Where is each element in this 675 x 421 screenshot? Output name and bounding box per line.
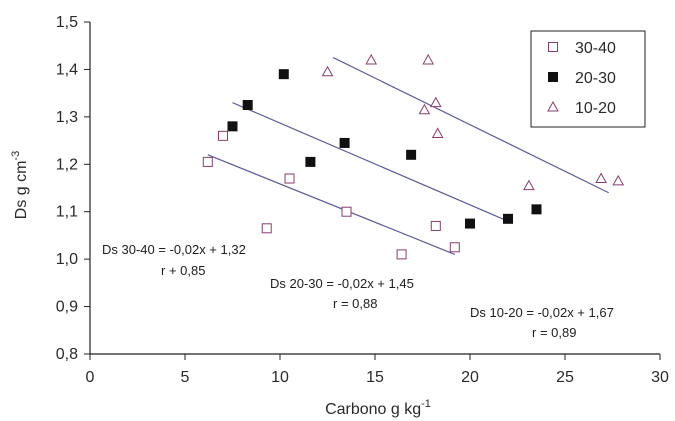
point-30-40 <box>284 173 295 184</box>
trend-line-30-40 <box>207 154 456 255</box>
point-20-30 <box>503 213 513 224</box>
point-20-30 <box>242 100 253 110</box>
annotation-20-30: Ds 20-30 = -0,02x + 1,45 r = 0,88 <box>270 276 414 311</box>
x-axis-title: Carbono g kg-1 <box>325 398 431 418</box>
point-20-30 <box>305 156 316 167</box>
point-20-30 <box>278 69 289 80</box>
y-tick-label: 1,1 <box>56 204 78 221</box>
x-tick-label: 25 <box>556 369 574 386</box>
legend-marker-10-20 <box>547 100 559 112</box>
trend-line-20-30 <box>232 102 509 222</box>
data-points <box>202 53 625 260</box>
point-10-20 <box>422 53 435 65</box>
legend-items: 30-40 20-30 10-20 <box>547 40 616 117</box>
point-10-20 <box>365 53 378 65</box>
legend-marker-30-40 <box>548 42 558 52</box>
annotation-20-30-equation: Ds 20-30 = -0,02x + 1,45 <box>270 276 414 291</box>
point-20-30 <box>531 204 542 215</box>
point-10-20 <box>321 65 334 77</box>
annotation-10-20-r: r = 0,89 <box>532 325 576 340</box>
legend-label-10-20: 10-20 <box>575 100 616 117</box>
point-20-30 <box>227 121 238 132</box>
legend: 30-40 20-30 10-20 <box>530 30 646 128</box>
x-tick-label: 30 <box>651 369 669 386</box>
x-tick-label: 5 <box>181 369 190 386</box>
y-axis-title: Ds g cm-3 <box>10 151 30 219</box>
annotation-30-40-r: r + 0,85 <box>161 263 205 278</box>
point-30-40 <box>341 206 352 217</box>
legend-label-20-30: 20-30 <box>575 70 616 87</box>
x-tick-label: 0 <box>86 369 95 386</box>
x-tick-label: 15 <box>366 369 384 386</box>
point-10-20 <box>595 172 607 184</box>
point-30-40 <box>430 220 441 231</box>
point-30-40 <box>449 242 460 253</box>
annotation-20-30-r: r = 0,88 <box>333 296 377 311</box>
point-20-30 <box>465 218 475 229</box>
annotation-30-40: Ds 30-40 = -0,02x + 1,32 r + 0,85 <box>102 242 246 278</box>
point-10-20 <box>418 103 431 115</box>
y-tick-label: 1,2 <box>56 156 78 173</box>
y-tick-label: 0,8 <box>56 346 78 363</box>
point-20-30 <box>339 137 350 148</box>
plot-area: 0,8 0,9 1,0 1,1 1,2 1,3 1,4 1,5 0 5 10 15 20 25 30 <box>56 14 669 386</box>
y-tick-label: 1,0 <box>56 251 78 268</box>
point-20-30 <box>406 149 417 160</box>
legend-label-30-40: 30-40 <box>575 40 616 57</box>
x-tick-label: 20 <box>461 369 479 386</box>
legend-marker-20-30 <box>548 72 558 82</box>
point-30-40 <box>202 156 213 167</box>
point-10-20 <box>429 96 442 108</box>
x-tick-label: 10 <box>271 369 289 386</box>
y-tick-label: 1,5 <box>56 14 78 31</box>
point-10-20 <box>523 179 535 191</box>
annotation-10-20: Ds 10-20 = -0,02x + 1,67 r = 0,89 <box>470 305 614 340</box>
annotation-10-20-equation: Ds 10-20 = -0,02x + 1,67 <box>470 305 614 320</box>
annotation-30-40-equation: Ds 30-40 = -0,02x + 1,32 <box>102 242 246 257</box>
point-30-40 <box>218 130 228 141</box>
y-tick-label: 1,3 <box>56 109 78 126</box>
trend-line-10-20 <box>332 57 609 194</box>
y-tick-label: 0,9 <box>56 299 78 316</box>
axes: 0,8 0,9 1,0 1,1 1,2 1,3 1,4 1,5 0 5 10 15 20 25 30 <box>56 14 669 386</box>
trend-lines <box>207 57 609 255</box>
point-30-40 <box>396 249 407 260</box>
point-10-20 <box>431 127 444 138</box>
y-tick-label: 1,4 <box>56 61 78 78</box>
point-30-40 <box>261 223 272 234</box>
point-10-20 <box>612 174 625 186</box>
